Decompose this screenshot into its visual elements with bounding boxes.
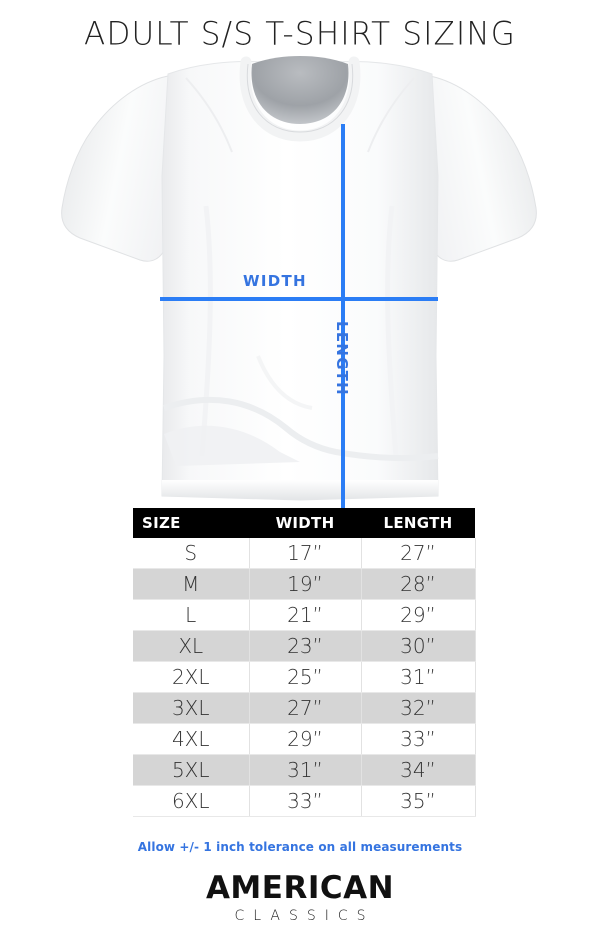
cell-width: 33” [249, 785, 362, 817]
cell-width: 19” [249, 568, 362, 600]
cell-width: 21” [249, 599, 362, 631]
length-label: LENGTH [333, 321, 351, 396]
tshirt-graphic [61, 56, 537, 501]
cell-length: 29” [361, 599, 476, 631]
cell-length: 27” [361, 538, 476, 569]
cell-width: 17” [249, 538, 362, 569]
cell-length: 35” [361, 785, 476, 817]
column-header-width: WIDTH [249, 508, 361, 538]
table-header-row: SIZE WIDTH LENGTH [133, 508, 475, 538]
cell-size: 3XL [133, 692, 250, 724]
width-label: WIDTH [243, 272, 307, 290]
cell-length: 33” [361, 723, 476, 755]
cell-width: 25” [249, 661, 362, 693]
table-row: M 19” 28” [133, 568, 476, 600]
cell-length: 34” [361, 754, 476, 786]
table-row: S 17” 27” [133, 538, 476, 569]
cell-size: L [133, 599, 250, 631]
cell-size: S [133, 538, 250, 569]
brand-name-secondary: CLASSICS [234, 908, 375, 924]
cell-size: M [133, 568, 250, 600]
length-guide-line [341, 124, 345, 554]
table-row: 5XL 31” 34” [133, 754, 476, 786]
cell-width: 29” [249, 723, 362, 755]
cell-length: 32” [361, 692, 476, 724]
tolerance-note: Allow +/- 1 inch tolerance on all measur… [137, 840, 463, 854]
table-row: XL 23” 30” [133, 630, 476, 662]
table-row: L 21” 29” [133, 599, 476, 631]
table-row: 4XL 29” 33” [133, 723, 476, 755]
brand-logo: AMERICAN CLASSICS [0, 870, 600, 924]
column-header-size: SIZE [133, 508, 249, 538]
cell-size: XL [133, 630, 250, 662]
cell-width: 23” [249, 630, 362, 662]
table-row: 3XL 27” 32” [133, 692, 476, 724]
page-title: ADULT S/S T-SHIRT SIZING [84, 15, 516, 53]
cell-size: 2XL [133, 661, 250, 693]
brand-name-primary: AMERICAN [205, 870, 395, 906]
tshirt-illustration: WIDTH LENGTH [0, 56, 600, 554]
column-header-length: LENGTH [361, 508, 475, 538]
cell-size: 5XL [133, 754, 250, 786]
cell-size: 4XL [133, 723, 250, 755]
cell-length: 30” [361, 630, 476, 662]
cell-width: 27” [249, 692, 362, 724]
size-chart-table: SIZE WIDTH LENGTH S 17” 27” M 19” 28” L … [133, 508, 476, 817]
cell-size: 6XL [133, 785, 250, 817]
table-row: 2XL 25” 31” [133, 661, 476, 693]
cell-width: 31” [249, 754, 362, 786]
width-guide-line [160, 297, 438, 301]
cell-length: 31” [361, 661, 476, 693]
cell-length: 28” [361, 568, 476, 600]
table-row: 6XL 33” 35” [133, 785, 476, 817]
